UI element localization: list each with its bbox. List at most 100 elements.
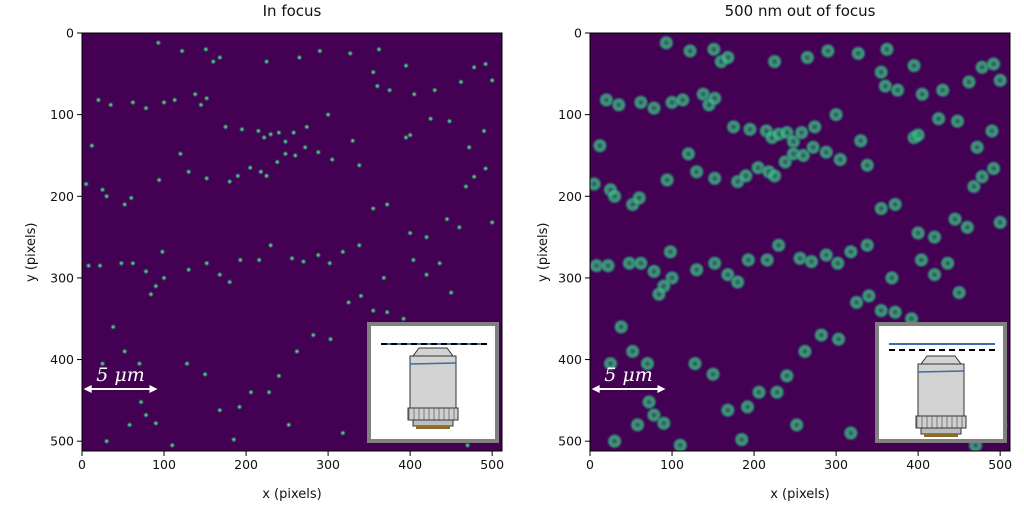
emitter-spot <box>705 40 723 58</box>
emitter-spot <box>226 178 233 185</box>
emitter-spot <box>402 62 410 69</box>
y-tick-label: 0 <box>66 26 74 41</box>
emitter-spot <box>688 261 706 279</box>
emitter-spot <box>292 152 299 159</box>
scale-bar-arrow-left <box>591 384 600 393</box>
emitter-spot <box>103 193 110 200</box>
emitter-spot <box>949 112 966 130</box>
emitter-spot <box>793 124 811 142</box>
emitter-spot <box>203 95 210 102</box>
emitter-spot <box>706 254 724 272</box>
emitter-spot <box>939 254 957 272</box>
emitter-spot <box>883 269 901 287</box>
emitter-spot <box>375 46 383 53</box>
emitter-spot <box>96 262 104 269</box>
emitter-spot <box>383 201 391 208</box>
emitter-spot <box>827 106 845 124</box>
y-tick-label: 300 <box>50 270 74 285</box>
emitter-spot <box>645 262 663 280</box>
emitter-spot <box>946 210 964 228</box>
emitter-spot <box>770 236 788 254</box>
y-tick-label: 300 <box>558 270 582 285</box>
emitter-spot <box>878 40 896 58</box>
objective-knurl <box>407 407 459 421</box>
emitter-spot <box>386 86 393 94</box>
emitter-spot <box>197 101 205 109</box>
emitter-spot <box>462 183 470 190</box>
x-tick-label: 0 <box>586 457 594 472</box>
emitter-spot <box>274 158 281 166</box>
emitter-spot <box>488 219 496 226</box>
x-tick-label: 200 <box>234 457 258 472</box>
emitter-spot <box>202 46 210 53</box>
emitter-spot <box>293 348 301 355</box>
emitter-spot <box>985 160 1003 178</box>
emitter-spot <box>85 262 92 269</box>
emitter-spot <box>872 302 890 320</box>
emitter-spot <box>288 255 296 262</box>
emitter-spot <box>400 315 407 322</box>
emitter-spot <box>704 365 722 383</box>
emitter-spot <box>681 42 699 60</box>
emitter-spot <box>960 73 978 91</box>
objective-band <box>409 362 457 365</box>
emitter-spot <box>216 54 224 61</box>
emitter-spot <box>858 156 876 174</box>
emitter-spot <box>750 383 768 401</box>
emitter-spot <box>315 148 322 156</box>
x-tick-label: 0 <box>78 457 86 472</box>
objective-barrel <box>409 355 457 409</box>
emitter-spot <box>159 248 166 255</box>
x-axis-label: x (pixels) <box>770 487 830 502</box>
y-tick-label: 100 <box>50 107 74 122</box>
emitter-spot <box>370 68 377 76</box>
emitter-spot <box>155 176 163 184</box>
emitter-spot <box>606 432 624 450</box>
emitter-spot <box>411 91 418 98</box>
microscope-objective-icon <box>875 322 1007 443</box>
emitter-spot <box>203 260 210 267</box>
emitter-spot <box>806 118 824 136</box>
emitter-spot <box>285 421 292 429</box>
emitter-spot <box>237 256 244 264</box>
emitter-spot <box>160 274 168 282</box>
objective-base <box>920 427 962 435</box>
emitter-spot <box>171 96 178 104</box>
emitter-spot <box>788 416 806 434</box>
emitter-spot <box>706 89 724 107</box>
x-tick-label: 400 <box>906 457 930 472</box>
emitter-spot <box>103 438 110 445</box>
emitter-spot <box>733 431 751 449</box>
emitter-spot <box>985 55 1003 73</box>
emitter-spot <box>632 93 650 111</box>
emitter-spot <box>606 187 624 205</box>
emitter-spot <box>155 39 162 46</box>
emitter-spot <box>482 165 489 172</box>
emitter-spot <box>383 309 391 316</box>
emitter-spot <box>706 169 724 187</box>
emitter-spot <box>380 274 388 282</box>
emitter-spot <box>216 271 224 278</box>
panel-title: 500 nm out of focus <box>724 2 876 20</box>
emitter-spot <box>480 127 488 135</box>
emitter-spot <box>118 260 125 267</box>
emitter-spot <box>427 115 434 122</box>
emitter-spot <box>737 167 755 185</box>
emitter-spot <box>766 53 784 71</box>
objective-knurl <box>915 415 967 429</box>
emitter-spot <box>316 47 324 55</box>
emitter-spot <box>456 224 463 231</box>
emitter-spot <box>991 71 1009 89</box>
emitter-spot <box>591 137 609 155</box>
emitter-spot <box>950 284 968 302</box>
emitter-spot <box>470 173 478 180</box>
emitter-spot <box>152 420 160 427</box>
emitter-spot <box>129 260 137 267</box>
emitter-spot <box>265 389 273 396</box>
emitter-spot <box>798 48 816 66</box>
emitter-spot <box>719 401 737 419</box>
scale-bar-arrow-right <box>149 384 158 393</box>
emitter-spot <box>275 129 283 136</box>
emitter-spot <box>95 96 102 104</box>
emitter-spot <box>679 145 697 163</box>
